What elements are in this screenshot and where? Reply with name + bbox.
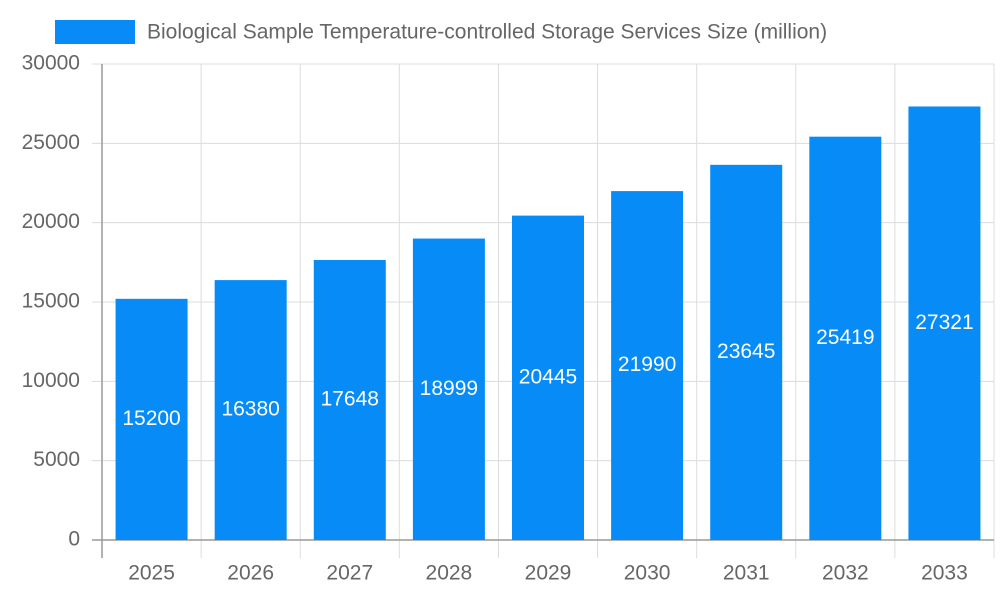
x-tick-label: 2032 <box>822 562 869 585</box>
x-tick-label: 2029 <box>525 562 572 585</box>
data-label: 20445 <box>519 365 577 388</box>
x-tick-label: 2026 <box>227 562 274 585</box>
legend-label: Biological Sample Temperature-controlled… <box>147 21 827 44</box>
bar <box>214 280 287 540</box>
x-tick-label: 2027 <box>326 562 373 585</box>
y-tick-label: 30000 <box>22 52 80 75</box>
data-label: 25419 <box>816 326 874 349</box>
bar <box>611 191 684 541</box>
bar <box>512 215 584 540</box>
data-label: 16380 <box>221 398 279 421</box>
y-tick-label: 25000 <box>22 131 80 154</box>
bar <box>412 238 485 540</box>
legend-swatch <box>55 20 135 44</box>
data-label: 21990 <box>618 353 676 376</box>
y-tick-label: 10000 <box>22 369 80 392</box>
data-label: 23645 <box>717 340 775 363</box>
y-tick-label: 20000 <box>22 210 80 233</box>
bar <box>908 106 981 540</box>
x-tick-label: 2028 <box>426 562 473 585</box>
bar <box>710 164 783 540</box>
bar <box>809 136 882 541</box>
data-label: 27321 <box>915 311 973 334</box>
x-tick-label: 2030 <box>624 562 671 585</box>
bar <box>115 298 188 540</box>
y-tick-label: 0 <box>68 528 80 551</box>
y-tick-label: 5000 <box>33 448 80 471</box>
x-tick-label: 2025 <box>128 562 175 585</box>
data-label: 17648 <box>321 388 379 411</box>
x-tick-label: 2031 <box>723 562 770 585</box>
data-label: 15200 <box>122 407 180 430</box>
x-tick-label: 2033 <box>921 562 968 585</box>
data-label: 18999 <box>420 377 478 400</box>
y-tick-label: 15000 <box>22 290 80 313</box>
bar <box>313 259 386 540</box>
